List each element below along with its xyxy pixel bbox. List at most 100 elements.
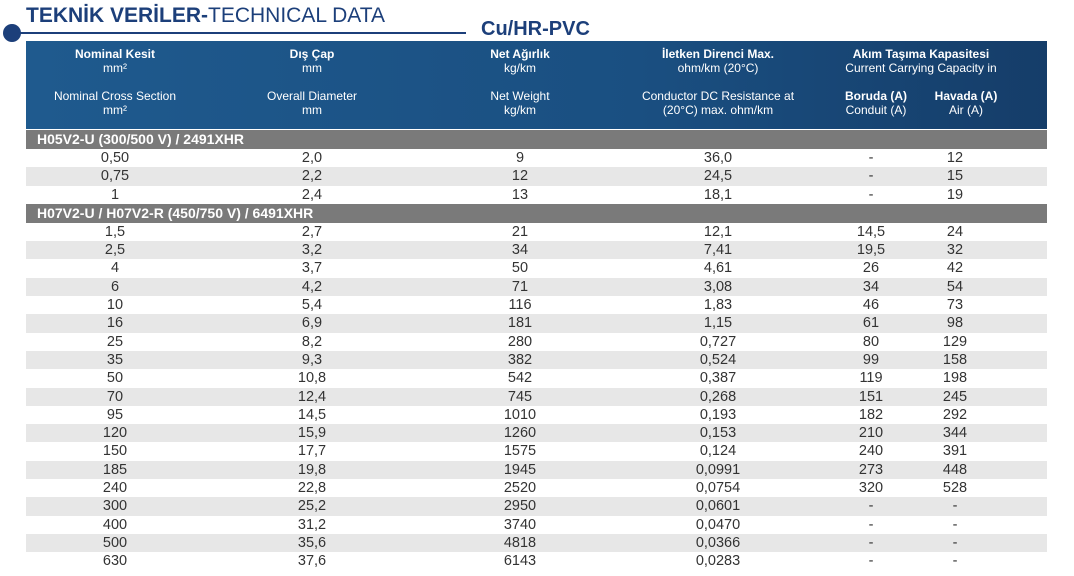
cell-conduit: 80: [862, 333, 880, 350]
cell-air: 129: [942, 333, 968, 350]
cell-diameter: 37,6: [297, 553, 327, 570]
title-bold: TEKNİK VERİLER-: [26, 4, 209, 27]
cell-air: 12: [946, 150, 964, 166]
cell-diameter: 14,5: [297, 406, 327, 423]
cell-weight: 1575: [503, 443, 537, 460]
table-row: 400 31,2 3740 0,0470 - -: [26, 516, 1047, 534]
cell-air: 344: [942, 425, 968, 442]
cell-resistance: 0,387: [699, 370, 737, 387]
table-row: 0,75 2,2 12 24,5 - 15: [26, 167, 1047, 186]
cell-diameter: 2,4: [301, 186, 323, 203]
technical-data-table: H05V2-U (300/500 V) / 2491XHR 0,50 2,0 9 36,…: [26, 130, 1047, 571]
cell-diameter: 35,6: [297, 534, 327, 551]
table-row: 185 19,8 1945 0,0991 273 448: [26, 460, 1047, 480]
cell-diameter: 3,7: [301, 260, 323, 277]
cell-cross-section: 185: [102, 461, 128, 478]
cell-air: -: [952, 498, 958, 515]
cell-weight: 542: [507, 370, 533, 387]
cell-weight: 1260: [503, 425, 537, 442]
cell-weight: 181: [507, 315, 533, 332]
cell-diameter: 3,2: [301, 242, 323, 259]
cell-cross-section: 1: [110, 186, 120, 203]
cell-resistance: 0,0754: [695, 480, 741, 497]
title-underline: [12, 32, 466, 34]
cell-conduit: 210: [858, 425, 884, 442]
cell-resistance: 4,61: [703, 260, 733, 277]
table-row: 10 5,4 116 1,83 46 73: [26, 296, 1047, 314]
cell-resistance: 0,153: [699, 425, 737, 442]
cell-conduit: 61: [862, 315, 880, 332]
table-row: 95 14,5 1010 0,193 182 292: [26, 406, 1047, 424]
table-row: 35 9,3 382 0,524 99 158: [26, 350, 1047, 370]
table-row: 630 37,6 6143 0,0283 - -: [26, 552, 1047, 570]
cell-resistance: 0,193: [699, 406, 737, 423]
cell-diameter: 8,2: [301, 333, 323, 350]
table-row: 500 35,6 4818 0,0366 - -: [26, 533, 1047, 553]
cell-resistance: 0,0991: [695, 461, 741, 478]
table-row: 50 10,8 542 0,387 119 198: [26, 369, 1047, 387]
cell-conduit: 46: [862, 297, 880, 314]
cell-conduit: 26: [862, 260, 880, 277]
header-nominal-section: Nominal Kesit mm² Nominal Cross Section …: [53, 47, 177, 117]
cell-diameter: 31,2: [297, 516, 327, 533]
cell-conduit: 14,5: [856, 223, 886, 240]
header-overall-diameter: Dış Çap mm Overall Diameter mm: [266, 47, 358, 117]
cell-conduit: -: [868, 534, 874, 551]
cell-resistance: 0,0283: [695, 553, 741, 570]
cell-diameter: 22,8: [297, 480, 327, 497]
table-header: Nominal Kesit mm² Nominal Cross Section …: [26, 41, 1047, 129]
cell-resistance: 0,0601: [695, 498, 741, 515]
cell-diameter: 2,0: [301, 150, 323, 166]
cell-air: 42: [946, 260, 964, 277]
cell-resistance: 3,08: [703, 278, 733, 295]
cell-air: 54: [946, 278, 964, 295]
cell-diameter: 6,9: [301, 315, 323, 332]
table-row: 1,5 2,7 21 12,1 14,5 24: [26, 223, 1047, 241]
cell-weight: 382: [507, 351, 533, 368]
cell-diameter: 19,8: [297, 461, 327, 478]
table-row: 120 15,9 1260 0,153 210 344: [26, 424, 1047, 443]
cell-cross-section: 240: [102, 480, 128, 497]
cell-conduit: -: [868, 168, 874, 185]
cable-type-subtitle: Cu/HR-PVC: [481, 18, 590, 40]
header-air: Havada (A) Air (A): [934, 89, 998, 117]
header-conductor-resistance: İletken Direnci Max. ohm/km (20°C) Condu…: [641, 47, 795, 117]
header-current-capacity: Akım Taşıma Kapasitesi Current Carrying …: [845, 47, 997, 75]
cell-weight: 6143: [503, 553, 537, 570]
cell-cross-section: 50: [106, 370, 124, 387]
cell-air: 32: [946, 242, 964, 259]
cell-cross-section: 630: [102, 553, 128, 570]
table-row: 6 4,2 71 3,08 34 54: [26, 277, 1047, 297]
cell-conduit: 151: [858, 388, 884, 405]
cell-conduit: -: [868, 553, 874, 570]
cell-weight: 2520: [503, 480, 537, 497]
cell-cross-section: 300: [102, 498, 128, 515]
cell-cross-section: 150: [102, 443, 128, 460]
bullet-dot-icon: [3, 24, 21, 42]
cell-air: 19: [946, 186, 964, 203]
cell-resistance: 18,1: [703, 186, 733, 203]
cell-diameter: 2,7: [301, 223, 323, 240]
table-row: 25 8,2 280 0,727 80 129: [26, 333, 1047, 351]
cell-conduit: 99: [862, 351, 880, 368]
table-row: 0,50 2,0 9 36,0 - 12: [26, 149, 1047, 167]
cell-weight: 3740: [503, 516, 537, 533]
table-row: 2,5 3,2 34 7,41 19,5 32: [26, 241, 1047, 260]
cell-air: 245: [942, 388, 968, 405]
cell-weight: 71: [511, 278, 529, 295]
cell-diameter: 15,9: [297, 425, 327, 442]
cell-conduit: -: [868, 186, 874, 203]
title-normal: TECHNICAL DATA: [208, 4, 385, 27]
cell-conduit: -: [868, 498, 874, 515]
cell-weight: 13: [511, 186, 529, 203]
cell-cross-section: 400: [102, 516, 128, 533]
cell-weight: 1010: [503, 406, 537, 423]
table-row: 240 22,8 2520 0,0754 320 528: [26, 479, 1047, 497]
header-conduit: Boruda (A) Conduit (A): [845, 89, 907, 117]
cell-diameter: 12,4: [297, 388, 327, 405]
cell-air: 158: [942, 351, 968, 368]
cell-resistance: 0,124: [699, 443, 737, 460]
cell-diameter: 5,4: [301, 297, 323, 314]
page-title: TEKNİK VERİLER-TECHNICAL DATA: [26, 4, 385, 28]
cell-weight: 1945: [503, 461, 537, 478]
